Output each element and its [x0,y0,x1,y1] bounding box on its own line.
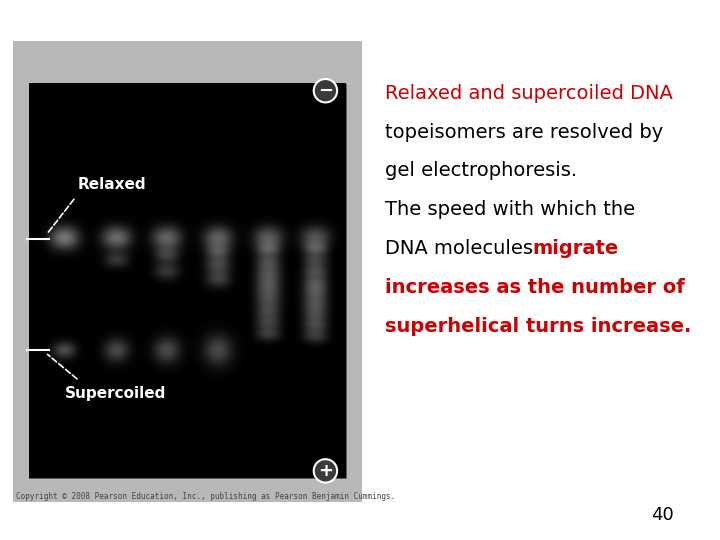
Text: increases as the number of: increases as the number of [385,278,685,297]
Text: Supercoiled: Supercoiled [65,386,166,401]
Text: Relaxed and supercoiled DNA: Relaxed and supercoiled DNA [385,84,673,103]
Text: 40: 40 [651,506,674,524]
Text: superhelical turns increase.: superhelical turns increase. [385,317,692,336]
Text: DNA molecules: DNA molecules [385,239,539,258]
Text: migrate: migrate [533,239,619,258]
Text: gel electrophoresis.: gel electrophoresis. [385,161,577,180]
Text: −: − [318,82,333,100]
Text: Copyright © 2008 Pearson Education, Inc., publishing as Pearson Benjamin Cumming: Copyright © 2008 Pearson Education, Inc.… [16,492,395,502]
Text: The speed with which the: The speed with which the [385,200,635,219]
Text: +: + [318,462,333,480]
Text: topeisomers are resolved by: topeisomers are resolved by [385,123,663,141]
FancyBboxPatch shape [13,40,362,502]
Text: Relaxed: Relaxed [77,177,146,192]
FancyBboxPatch shape [29,84,346,478]
